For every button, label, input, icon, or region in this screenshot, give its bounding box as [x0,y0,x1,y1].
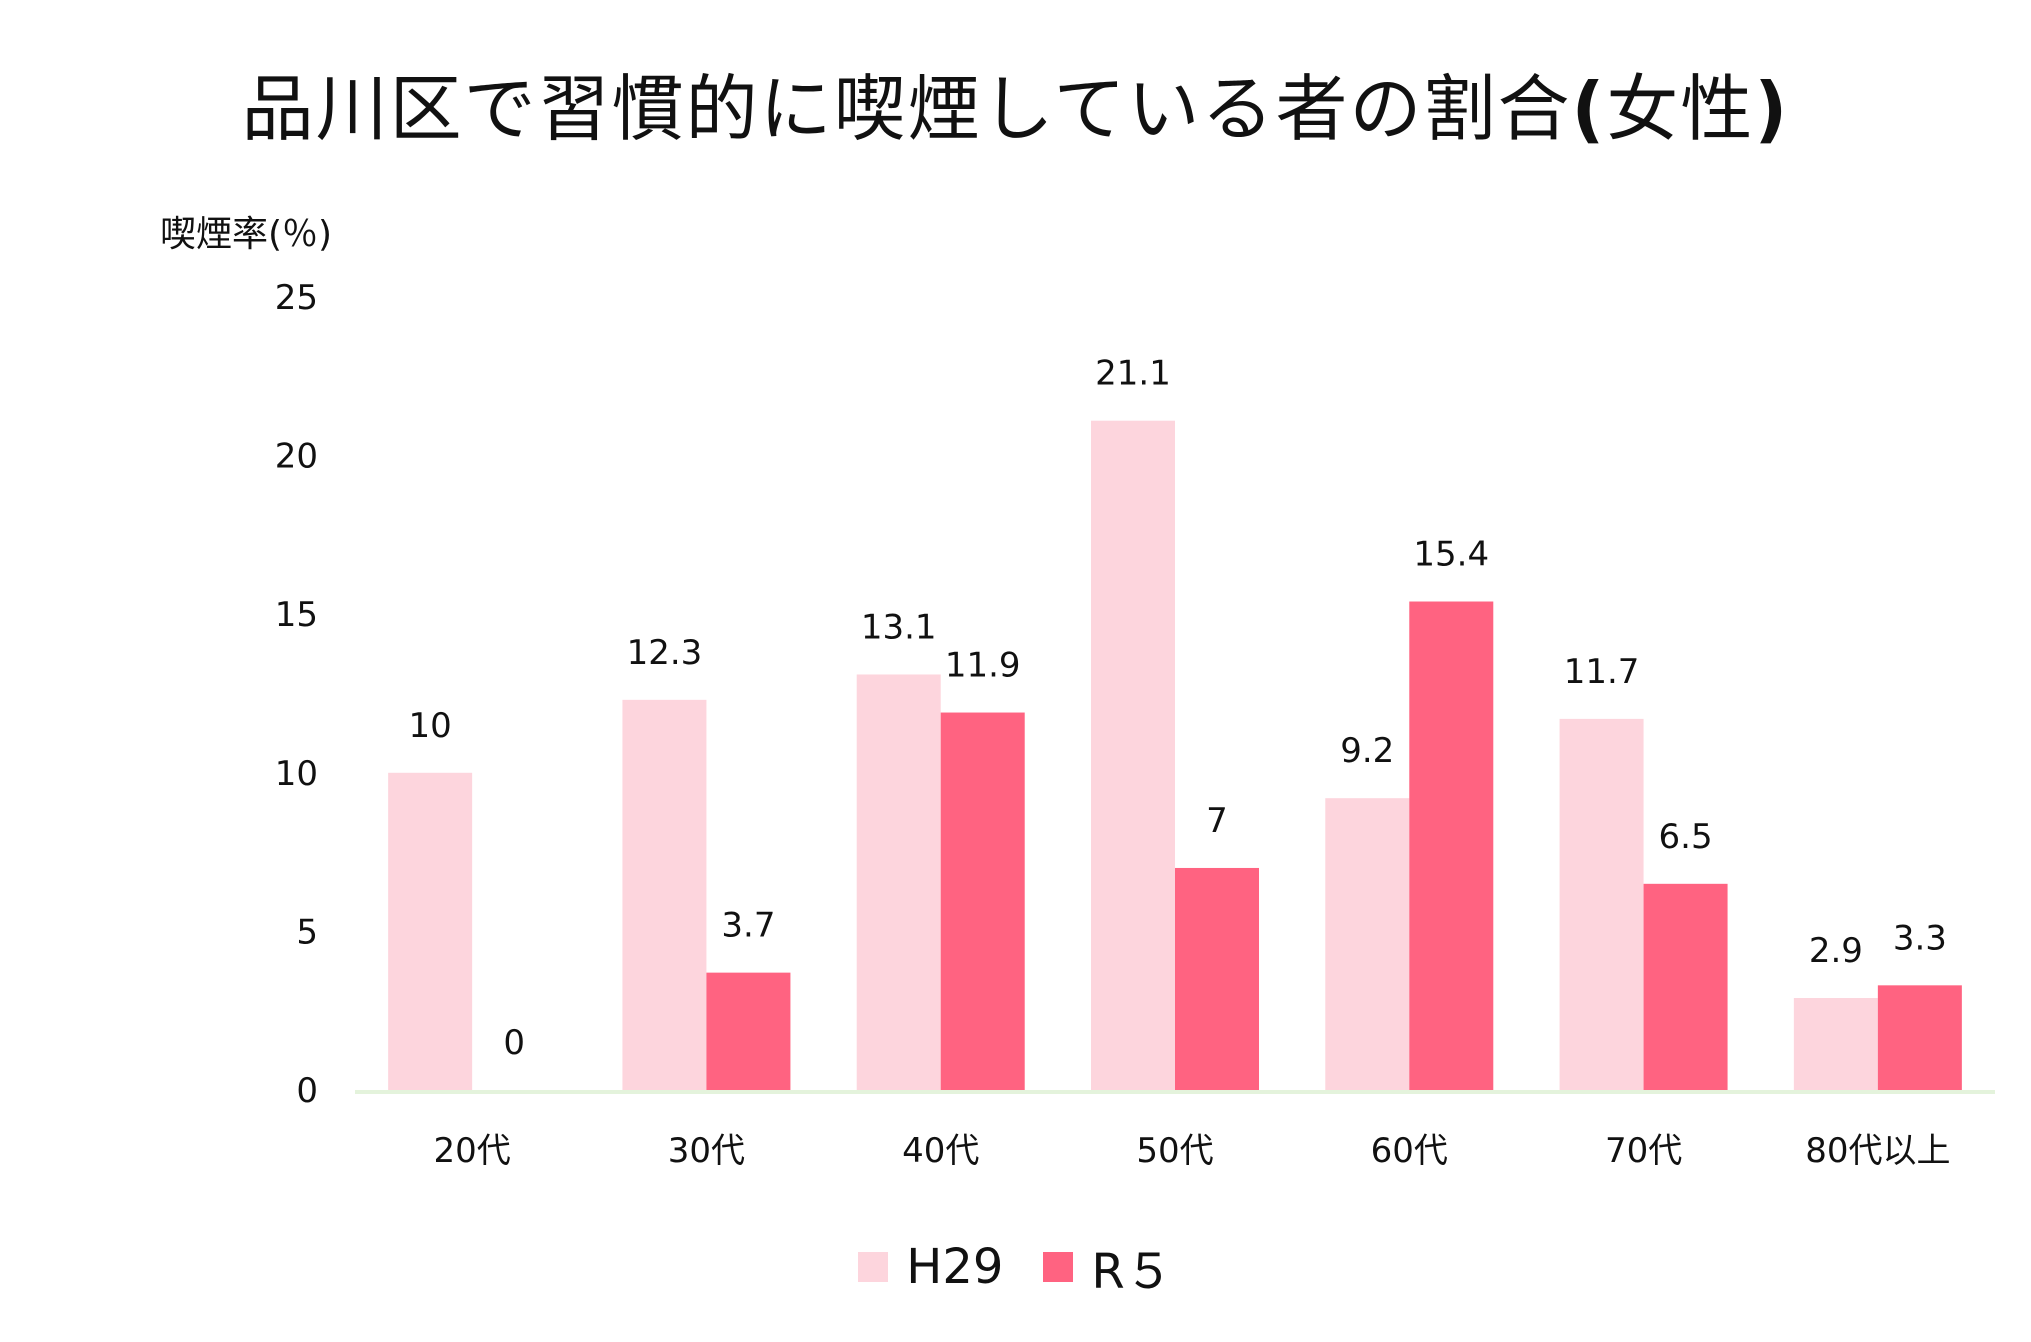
data-label-h29-6: 11.7 [1564,652,1640,692]
bar-h29-5 [1325,798,1410,1090]
x-axis-ticks: 20代 30代 40代 50代 60代 70代 80代以上 [434,1131,1951,1171]
data-labels-group: 10 0 12.3 3.7 13.111.9 21.1 7 9.2 15.4 11.7 6.5 2.9… [409,354,1947,1063]
x-tick-label: 40代 [902,1131,979,1171]
x-tick-label: 60代 [1371,1131,1448,1171]
y-axis-title: 喫煙率(％) [160,214,333,255]
chart-title: 品川区で習慣的に喫煙している者の割合(女性) [0,50,2031,155]
legend-item-r5: R５ [1043,1232,1173,1302]
bar-h29-6 [1559,718,1644,1090]
y-tick-label: 0 [296,1071,318,1111]
legend-label-h29: H29 [906,1239,1004,1295]
bar-r5-5 [1409,601,1494,1090]
x-tick-label: 70代 [1605,1131,1682,1171]
chart-title-paren-open: ( [1571,67,1607,151]
legend-swatch-h29 [858,1252,889,1282]
chart-title-paren-close: ) [1754,67,1790,151]
chart-title-main: 品川区で習慣的に喫煙している者の割合 [241,67,1572,151]
y-axis-ticks: 0 5 10 15 20 25 [275,278,318,1111]
x-tick-label: 80代以上 [1805,1131,1950,1171]
data-label-h29-3: 13.1 [861,607,937,647]
x-tick-label: 30代 [668,1131,745,1171]
bar-r5-2 [706,972,791,1090]
bar-r5-4 [1175,867,1259,1090]
data-label-r5-6: 6.5 [1659,817,1713,857]
legend-label-r5: R５ [1091,1244,1173,1300]
chart-title-suffix: 女性 [1606,67,1755,151]
bar-h29-3 [856,674,941,1090]
bar-r5-6 [1643,883,1728,1090]
legend-swatch-r5 [1043,1252,1074,1282]
data-label-r5-4: 7 [1206,801,1228,841]
data-label-h29-1: 10 [409,706,452,746]
bar-h29-4 [1091,420,1175,1090]
bar-h29-2 [622,699,707,1090]
bar-h29-1 [388,772,473,1090]
x-tick-label: 20代 [434,1131,511,1171]
bar-r5-7 [1877,985,1962,1090]
legend: H29 R５ [0,1232,2031,1302]
bar-h29-7 [1793,998,1878,1090]
data-label-r5-3: 11.9 [945,646,1021,686]
data-label-h29-4: 21.1 [1095,354,1171,394]
y-tick-label: 20 [275,437,318,477]
y-tick-label: 10 [275,754,318,794]
legend-item-h29: H29 [858,1239,1003,1295]
data-label-r5-7: 3.3 [1893,918,1947,958]
data-label-h29-2: 12.3 [627,633,703,673]
y-tick-label: 25 [275,278,318,318]
y-tick-label: 15 [275,595,318,635]
data-label-h29-5: 9.2 [1340,731,1394,771]
data-label-r5-1: 0 [503,1023,525,1063]
bar-r5-3 [940,712,1025,1090]
bars-group [388,420,1962,1090]
y-tick-label: 5 [296,912,318,952]
data-label-r5-2: 3.7 [721,906,775,946]
x-tick-label: 50代 [1136,1131,1213,1171]
data-label-h29-7: 2.9 [1809,931,1863,971]
data-label-r5-5: 15.4 [1413,535,1489,575]
